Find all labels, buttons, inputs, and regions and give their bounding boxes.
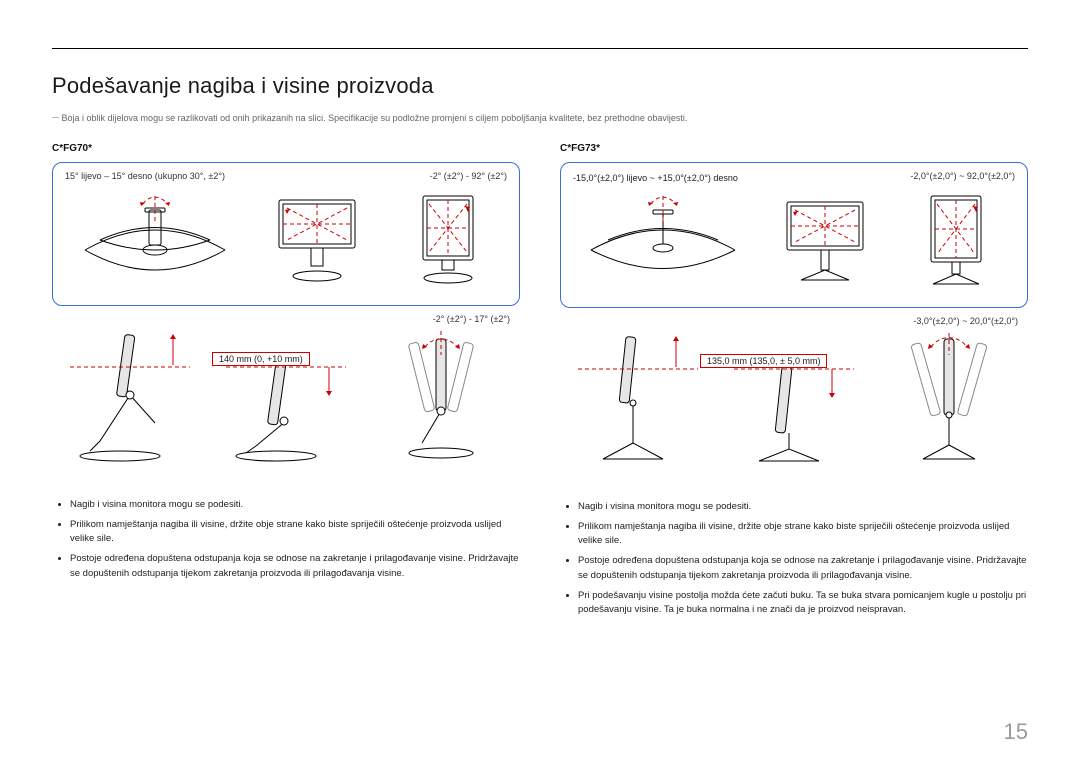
height-up-right [570,328,706,478]
swivel-diagram-left [65,185,245,295]
bullet: Prilikom namještanja nagiba ili visine, … [70,518,520,547]
bullet: Nagib i visina monitora mogu se podesiti… [578,500,1028,514]
swivel-label-left: 15° lijevo – 15° desno (ukupno 30°, ±2°) [65,171,225,181]
footnote: — Boja i oblik dijelova mogu se razlikov… [52,113,1028,125]
height-up-left [62,326,198,476]
bullet: Nagib i visina monitora mogu se podesiti… [70,498,520,512]
pivot-landscape-right [765,187,884,297]
pivot-label-right: -2,0°(±2,0°) ~ 92,0°(±2,0°) [910,171,1015,181]
bullet: Postoje određena dopuštena odstupanja ko… [578,554,1028,583]
pivot-landscape-left [257,185,376,295]
height-down-left [218,326,354,476]
right-column: C*FG73* -2,0°(±2,0°) ~ 92,0°(±2,0°) -15,… [560,143,1028,624]
columns: C*FG70* 15° lijevo – 15° desno (ukupno 3… [52,143,1028,624]
bullets-left: Nagib i visina monitora mogu se podesiti… [52,498,520,581]
panel-left-top: 15° lijevo – 15° desno (ukupno 30°, ±2°)… [52,162,520,306]
height-label-right: 135,0 mm (135,0, ± 5,0 mm) [700,354,827,368]
panel-right-bottom: -3,0°(±2,0°) ~ 20,0°(±2,0°) 135,0 mm (13… [560,314,1028,482]
panel-left-bottom: -2° (±2°) - 17° (±2°) 140 mm (0, +10 mm) [52,312,520,480]
page-number: 15 [1004,719,1028,745]
tilt-label-left: -2° (±2°) - 17° (±2°) [433,314,510,324]
model-left: C*FG70* [52,143,520,154]
panel-right-top: -2,0°(±2,0°) ~ 92,0°(±2,0°) -15,0°(±2,0°… [560,162,1028,308]
tilt-label-right: -3,0°(±2,0°) ~ 20,0°(±2,0°) [913,316,1018,326]
pivot-label-left: -2° (±2°) - 92° (±2°) [430,171,507,181]
page-title: Podešavanje nagiba i visine proizvoda [52,73,1028,99]
pivot-portrait-left [388,185,507,295]
pivot-portrait-right [896,187,1015,297]
left-column: C*FG70* 15° lijevo – 15° desno (ukupno 3… [52,143,520,624]
tilt-diagram-right [882,328,1018,478]
bullet: Postoje određena dopuštena odstupanja ko… [70,552,520,581]
tilt-diagram-left [374,326,510,476]
bullet: Pri podešavanju visine postolja možda će… [578,589,1028,618]
height-down-right [726,328,862,478]
bullets-right: Nagib i visina monitora mogu se podesiti… [560,500,1028,618]
model-right: C*FG73* [560,143,1028,154]
height-label-left: 140 mm (0, +10 mm) [212,352,310,366]
bullet: Prilikom namještanja nagiba ili visine, … [578,520,1028,549]
swivel-diagram-right [573,187,753,297]
top-rule [52,48,1028,49]
